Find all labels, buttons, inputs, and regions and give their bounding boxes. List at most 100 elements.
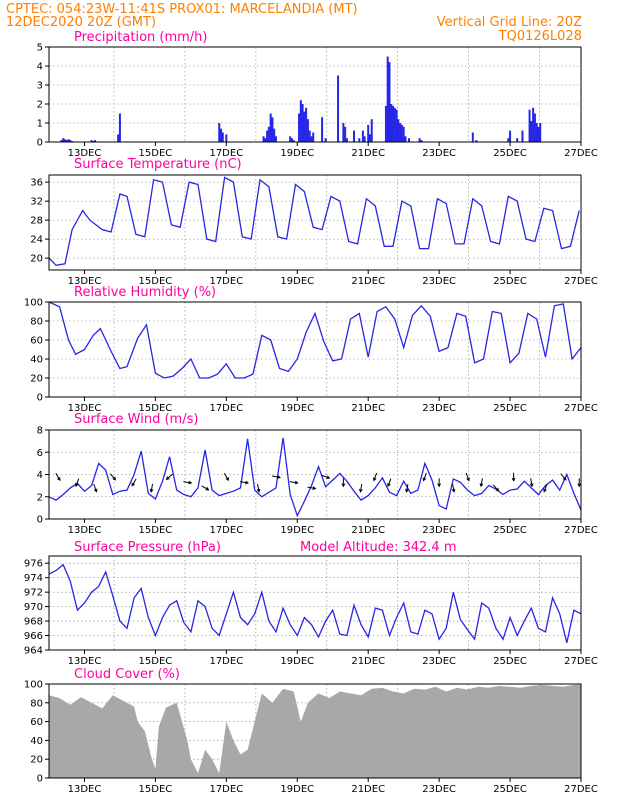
precip-bar (221, 132, 224, 142)
wind-arrow-head (93, 488, 98, 493)
wind-arrow-shaft (321, 474, 330, 479)
x-tick-label: 21DEC (351, 656, 385, 667)
wind-arrow-shaft (289, 481, 298, 484)
wind-arrow-shaft (530, 478, 533, 487)
precip-bar (342, 123, 345, 142)
panel-wind: Surface Wind (m/s) 0 2 4 6 8 13DEC 15DEC 17DEC 19… (37, 412, 598, 536)
wind-arrow-shaft (387, 478, 392, 487)
x-tick-label: 27DEC (564, 525, 598, 536)
wind-arrow-head (372, 477, 377, 482)
y-tick-label: 100 (24, 298, 43, 309)
precip-bar (308, 130, 311, 142)
wind-arrow-shaft (423, 472, 427, 481)
precip-bar (67, 139, 70, 142)
cloud-area (49, 684, 581, 778)
wind-arrow (183, 480, 193, 485)
y-tick-label: 972 (24, 588, 43, 599)
wind-arrow (271, 475, 281, 479)
wind-arrow-head (205, 487, 210, 491)
wind-arrow-shaft (109, 473, 116, 481)
wind-arrow-head (149, 488, 154, 493)
precip-bar (118, 113, 121, 142)
precip-bar (395, 109, 398, 142)
precip-bar (266, 130, 269, 142)
panel-frame (48, 301, 582, 398)
precip-bar (535, 123, 538, 142)
x-tick-label: 15DEC (139, 656, 173, 667)
wind-arrow-shaft (183, 481, 192, 484)
wind-arrow (451, 483, 456, 493)
x-tick-label: 13DEC (68, 148, 102, 159)
x-tick-label: 15DEC (139, 276, 173, 287)
wind-arrow (492, 484, 500, 492)
precip-bar (386, 56, 389, 142)
y-tick-label: 60 (30, 717, 43, 728)
wind-arrow (201, 485, 210, 491)
wind-arrow-head (225, 477, 229, 482)
x-tick-label: 13DEC (68, 784, 102, 795)
precip-bar (539, 123, 542, 142)
y-tick-label: 28 (30, 216, 43, 227)
precip-bar (301, 104, 304, 142)
wind-arrow-shaft (271, 475, 281, 478)
y-tick-label: 36 (30, 178, 43, 189)
x-tick-label: 21DEC (351, 525, 385, 536)
wind-arrow (387, 478, 392, 488)
header-grid-note: Vertical Grid Line: 20Z (437, 15, 582, 30)
wind-arrow-head (165, 476, 170, 480)
wind-arrow (405, 483, 409, 493)
wind-arrow-head (529, 483, 534, 488)
y-tick-label: 32 (30, 197, 43, 208)
wind-arrow-shaft (452, 483, 455, 492)
wind-arrow-head (437, 483, 442, 488)
wind-arrow-head (75, 483, 79, 488)
wind-arrow-head (479, 483, 484, 488)
x-tick-label: 17DEC (209, 403, 243, 414)
precip-bar (399, 123, 402, 142)
wind-arrow-shaft (201, 485, 209, 491)
wind-arrow (511, 472, 516, 482)
y-tick-label: 3 (37, 81, 43, 92)
wind-arrow-shaft (131, 478, 137, 487)
x-tick-label: 19DEC (280, 148, 314, 159)
precip-bar (273, 128, 276, 142)
wind-arrow-shaft (307, 486, 316, 490)
precip-bar (384, 105, 387, 142)
wind-arrow (307, 486, 317, 490)
precip-bar (303, 111, 306, 142)
wind-arrow-head (57, 477, 61, 482)
precip-bar (344, 126, 347, 142)
precip-bar (274, 136, 277, 142)
x-tick-label: 25DEC (493, 403, 527, 414)
precip-bar (69, 140, 72, 142)
wind-arrow-head (276, 475, 281, 479)
wind-arrow-head (358, 488, 363, 493)
precip-bar (220, 128, 223, 142)
x-tick-label: 15DEC (139, 525, 173, 536)
wind-arrow-shaft (75, 478, 80, 487)
y-tick-label: 976 (24, 559, 43, 570)
wind-arrow-shaft (166, 473, 173, 480)
precip-bar (530, 121, 533, 142)
y-tick-label: 60 (30, 336, 43, 347)
wind-arrow (560, 473, 567, 481)
x-tick-label: 25DEC (493, 656, 527, 667)
panel-frame (48, 46, 582, 143)
x-tick-label: 15DEC (139, 784, 173, 795)
precip-bar (305, 107, 308, 142)
wind-arrow (577, 478, 582, 488)
panel-title-wind: Surface Wind (m/s) (74, 412, 198, 427)
wind-arrow (131, 478, 137, 487)
precip-bar (392, 105, 395, 142)
x-tick-label: 21DEC (351, 148, 385, 159)
wind-arrow-head (245, 480, 250, 485)
precip-bar (521, 130, 524, 142)
wind-arrow-shaft (150, 483, 154, 492)
precip-bar (298, 113, 301, 142)
x-tick-label: 27DEC (564, 403, 598, 414)
x-tick-label: 23DEC (422, 656, 456, 667)
panel-title-precip: Precipitation (mm/h) (74, 30, 207, 45)
panel-frame (48, 174, 582, 271)
x-tick-label: 17DEC (209, 276, 243, 287)
